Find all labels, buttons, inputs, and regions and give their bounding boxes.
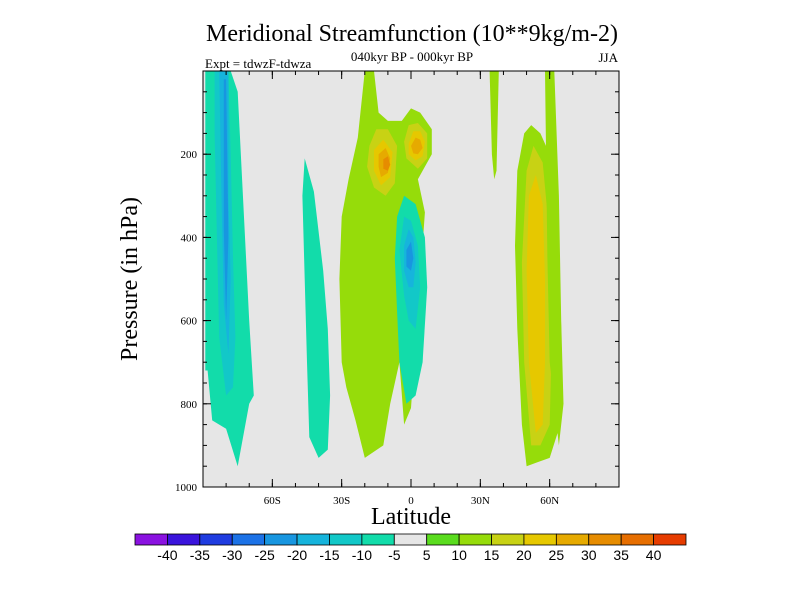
colorbar-label: -25 bbox=[255, 547, 275, 563]
colorbar-swatch bbox=[555, 533, 590, 546]
colorbar-swatch bbox=[231, 533, 266, 546]
colorbar: -40 -35 -30 -25 -20 -15 -10 -5 5 10 15 20 25 30 35 40 bbox=[134, 533, 687, 563]
y-axis-label: Pressure (in hPa) bbox=[117, 197, 143, 361]
y-tick-label: 600 bbox=[181, 316, 198, 328]
contour-nh-midlat-core-20 bbox=[526, 175, 545, 433]
colorbar-swatch bbox=[361, 533, 395, 546]
contour-equatorial-neg-25 bbox=[406, 241, 414, 271]
left-note: Expt = tdwzF-tdwza bbox=[205, 56, 311, 71]
x-tick-label: 30S bbox=[333, 495, 350, 507]
x-tick-label: 0 bbox=[408, 495, 414, 507]
colorbar-swatch bbox=[620, 533, 654, 546]
x-axis-label: Latitude bbox=[371, 504, 451, 530]
colorbar-swatch bbox=[393, 533, 428, 546]
contour-nh-high-green bbox=[545, 71, 564, 446]
y-tick-label: 200 bbox=[181, 149, 198, 161]
chart-title: Meridional Streamfunction (10**9kg/m-2) bbox=[206, 21, 618, 47]
colorbar-label: -5 bbox=[388, 547, 401, 563]
colorbar-swatch bbox=[426, 533, 460, 546]
colorbar-swatch bbox=[458, 533, 492, 546]
y-tick-label: 400 bbox=[181, 232, 198, 244]
x-tick-label: 60S bbox=[264, 495, 281, 507]
colorbar-label: -15 bbox=[319, 547, 339, 563]
colorbar-swatch bbox=[134, 533, 168, 546]
colorbar-label: 35 bbox=[613, 547, 629, 563]
y-tick-label: 800 bbox=[181, 399, 198, 411]
chart-subtitle: 040kyr BP - 000kyr BP bbox=[351, 49, 473, 64]
contour-hadley-sh-30 bbox=[383, 156, 391, 171]
colorbar-swatch bbox=[264, 533, 298, 546]
contour-regions bbox=[205, 71, 564, 467]
colorbar-label: -20 bbox=[287, 547, 307, 563]
colorbar-label: 30 bbox=[581, 547, 597, 563]
colorbar-label: 20 bbox=[516, 547, 532, 563]
contour-sh-midlat-band bbox=[302, 158, 331, 458]
y-tick-label: 1000 bbox=[175, 482, 198, 494]
colorbar-swatch bbox=[167, 533, 201, 546]
axis-ticks: 60S 30S 0 30N 60N 200 400 600 800 1000 bbox=[175, 71, 619, 507]
colorbar-swatch bbox=[296, 533, 330, 546]
colorbar-label: -35 bbox=[190, 547, 210, 563]
colorbar-label: 40 bbox=[646, 547, 662, 563]
colorbar-label: -30 bbox=[222, 547, 242, 563]
colorbar-label: 15 bbox=[484, 547, 500, 563]
right-note: JJA bbox=[598, 50, 618, 65]
colorbar-swatch bbox=[653, 533, 687, 546]
x-tick-label: 30N bbox=[471, 495, 490, 507]
plot-area: 60S 30S 0 30N 60N 200 400 600 800 1000 bbox=[175, 70, 620, 507]
colorbar-label: 10 bbox=[451, 547, 467, 563]
contour-hadley-nh-25 bbox=[411, 137, 423, 155]
x-tick-label: 60N bbox=[540, 495, 559, 507]
contour-nh-upper-strip bbox=[489, 71, 499, 180]
contour-sh-polar-core-25 bbox=[223, 79, 229, 321]
colorbar-label: -10 bbox=[352, 547, 372, 563]
colorbar-label: 5 bbox=[423, 547, 431, 563]
colorbar-label: 25 bbox=[549, 547, 565, 563]
colorbar-swatch bbox=[588, 533, 622, 546]
colorbar-swatch bbox=[491, 533, 525, 546]
colorbar-label: -40 bbox=[157, 547, 177, 563]
colorbar-swatch bbox=[199, 533, 233, 546]
colorbar-swatch bbox=[329, 533, 363, 546]
colorbar-swatch bbox=[523, 533, 557, 546]
